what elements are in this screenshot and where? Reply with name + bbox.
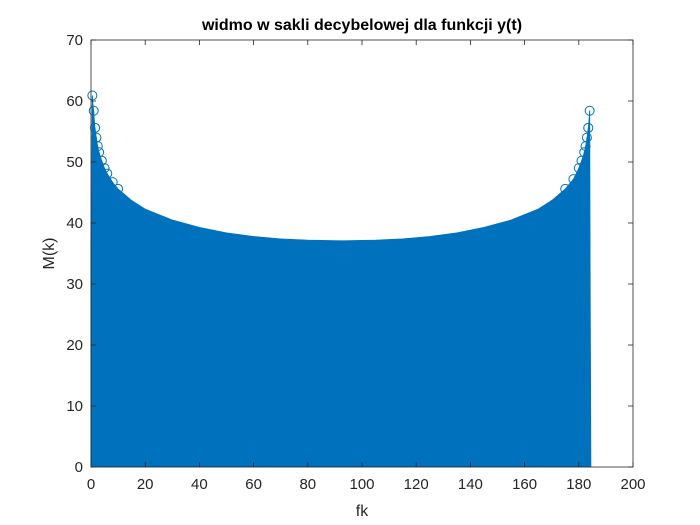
x-tick-label: 80: [299, 476, 316, 493]
chart-title: widmo w sakli decybelowej dla funkcji y(…: [201, 17, 522, 34]
stem-marker: [92, 141, 103, 152]
stem-markers: [87, 90, 595, 194]
x-tick-label: 100: [349, 476, 374, 493]
x-tick-label: 40: [191, 476, 208, 493]
y-tick-label: 30: [66, 276, 83, 293]
x-axis: 0 20 40 60 80 100 120 140 160 180 200: [87, 40, 646, 493]
y-tick-label: 70: [66, 32, 83, 49]
stem-marker: [584, 105, 595, 116]
stem-marker: [88, 105, 99, 116]
stem-marker: [99, 163, 110, 174]
stem-series: [90, 95, 593, 468]
x-tick-label: 200: [620, 476, 645, 493]
stem-marker: [579, 147, 590, 158]
x-tick-label: 120: [404, 476, 429, 493]
stem-marker: [113, 183, 124, 194]
x-axis-label: fk: [356, 503, 369, 520]
stem-marker: [560, 183, 571, 194]
stem-marker: [568, 174, 579, 185]
y-tick-label: 20: [66, 337, 83, 354]
stem-marker: [87, 90, 98, 101]
stem-marker: [102, 168, 113, 179]
stem-marker: [90, 122, 101, 133]
y-tick-label: 10: [66, 398, 83, 415]
stem-marker: [96, 155, 107, 166]
x-tick-label: 20: [137, 476, 154, 493]
x-tick-label: 140: [458, 476, 483, 493]
y-axis: 0 10 20 30 40 50 60 70: [66, 32, 633, 476]
x-tick-label: 60: [245, 476, 262, 493]
y-tick-label: 60: [66, 93, 83, 110]
stem-marker: [583, 122, 594, 133]
y-tick-label: 0: [75, 459, 83, 476]
y-axis-label: M(k): [41, 238, 58, 270]
x-tick-label: 180: [566, 476, 591, 493]
stem-marker: [107, 177, 118, 188]
y-tick-label: 50: [66, 154, 83, 171]
x-tick-label: 160: [512, 476, 537, 493]
stem-marker: [573, 163, 584, 174]
x-tick-label: 0: [87, 476, 95, 493]
y-tick-label: 40: [66, 215, 83, 232]
stem-marker: [581, 132, 592, 143]
